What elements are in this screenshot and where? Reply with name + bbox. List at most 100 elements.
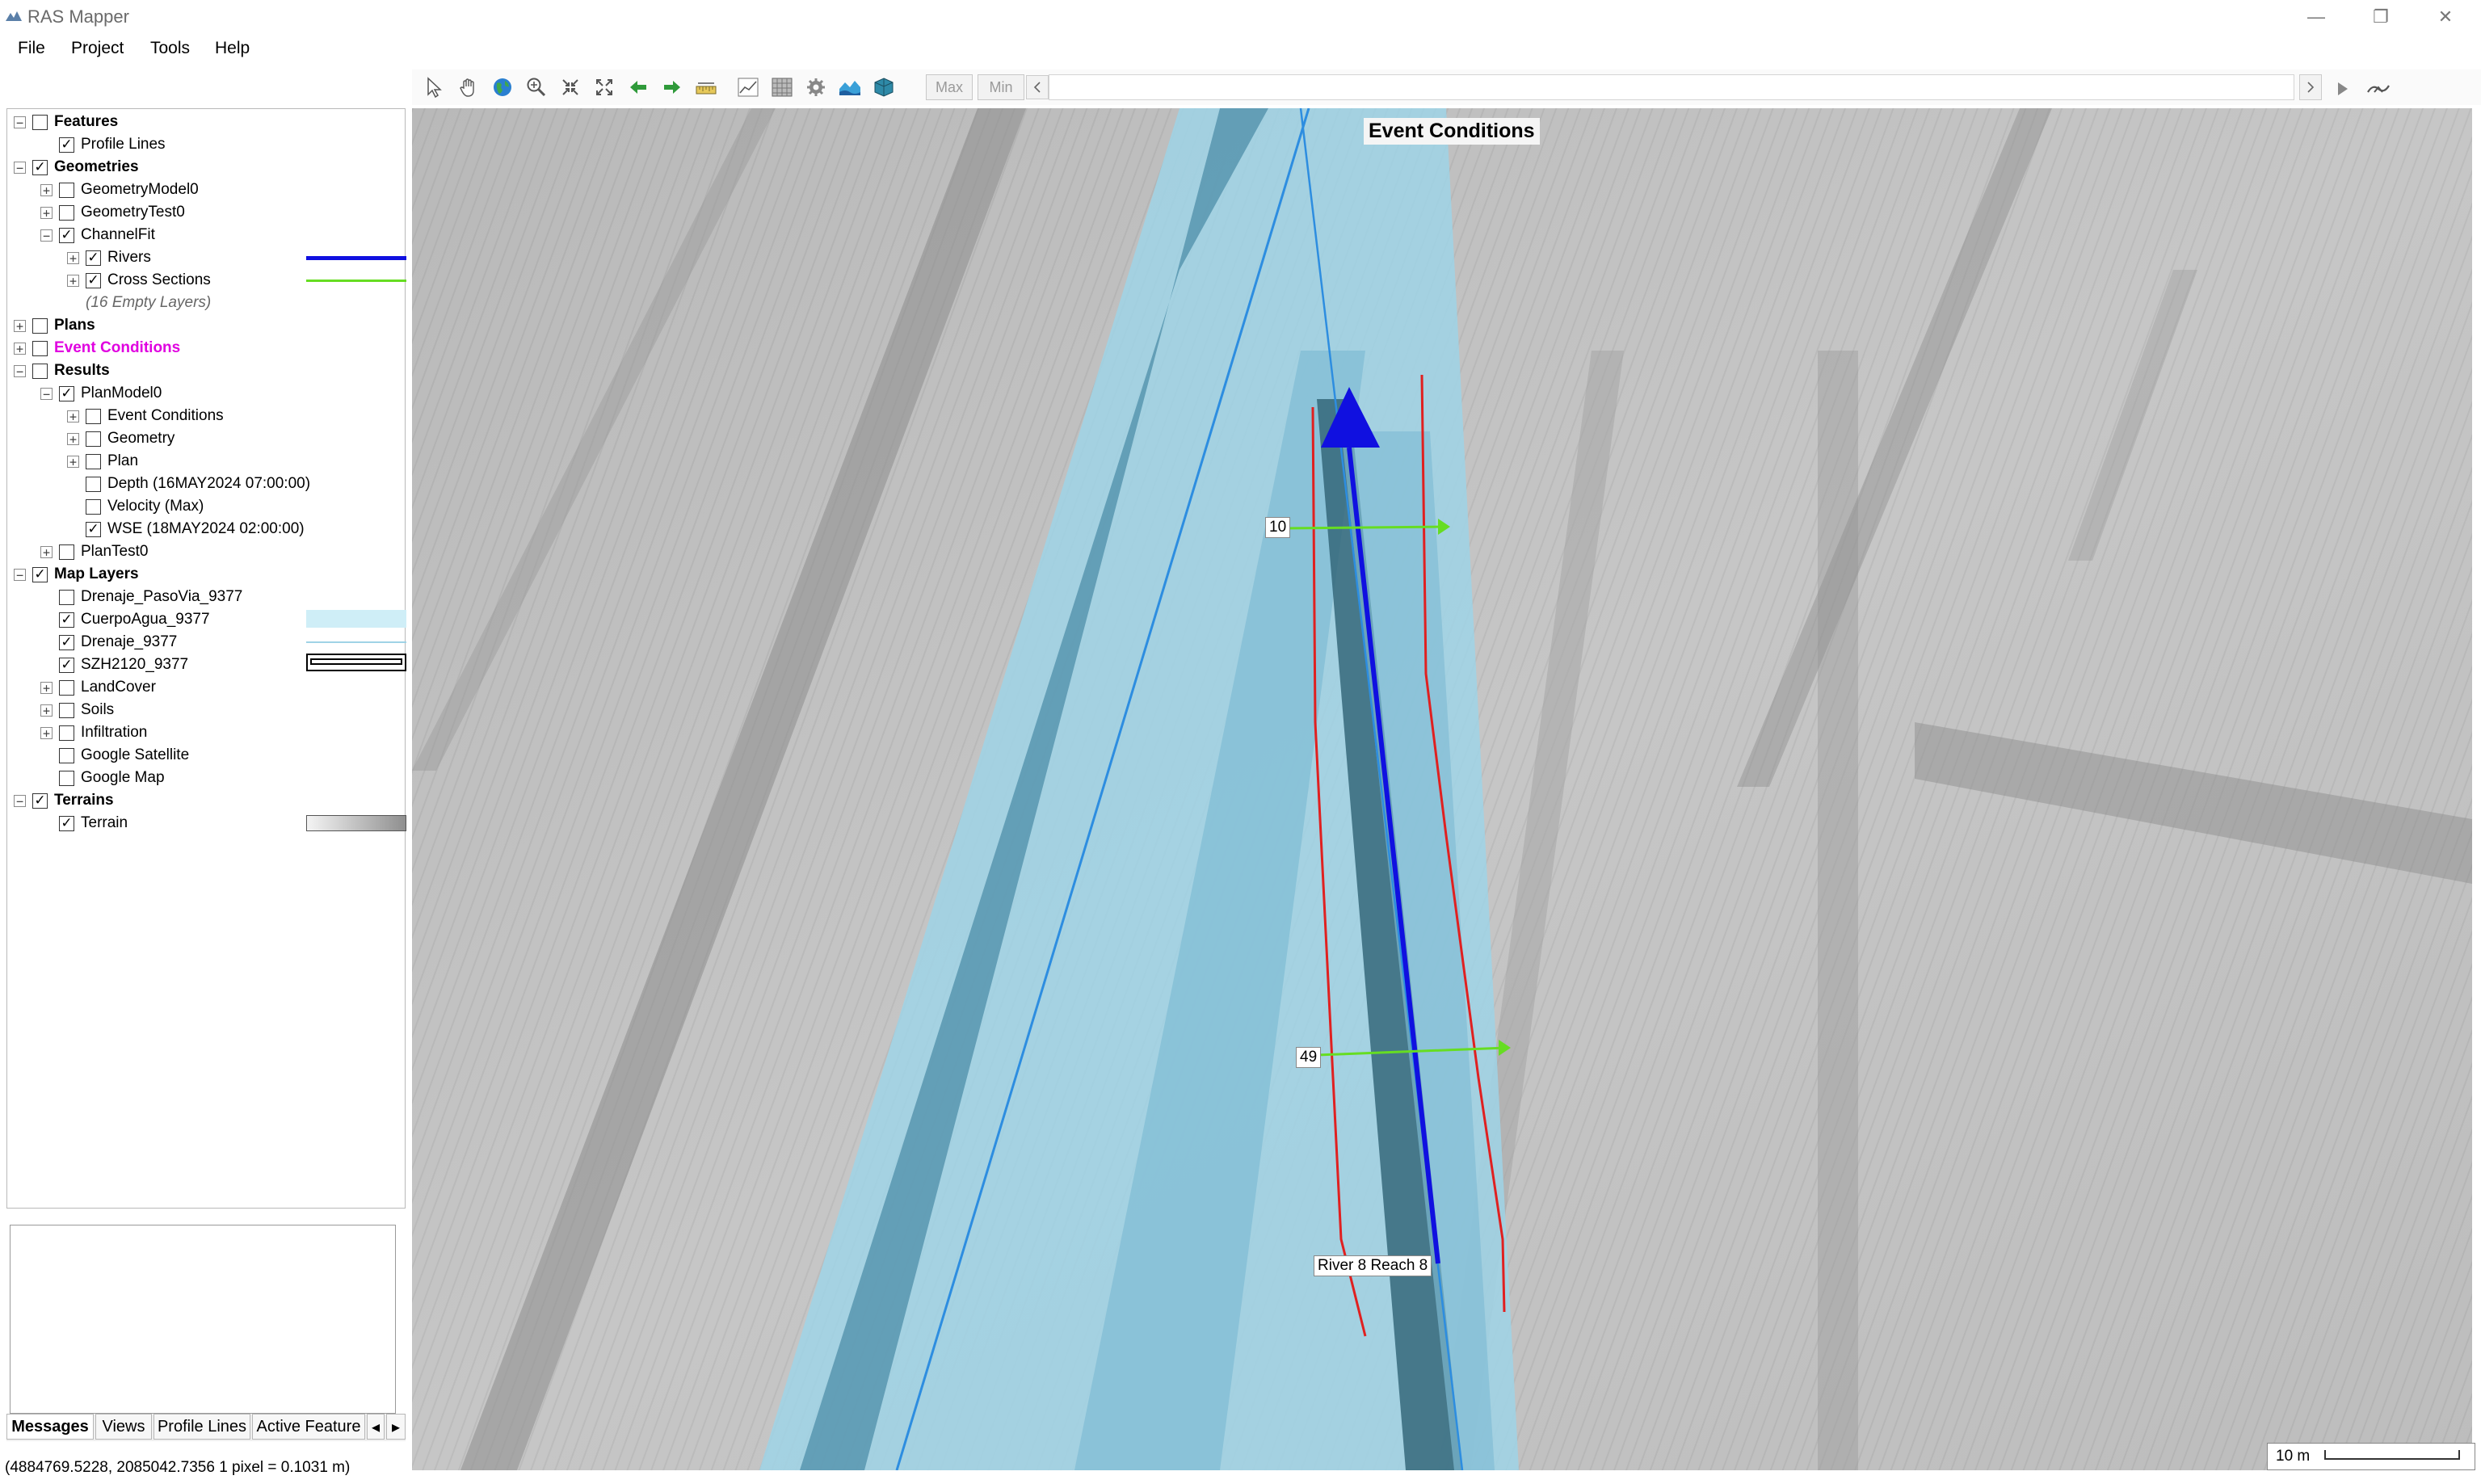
tree-node-soils[interactable]: + Soils [40,699,114,721]
back-arrow-icon[interactable] [625,74,651,100]
tree-node-landcover[interactable]: + LandCover [40,676,156,699]
tree-node-google-map[interactable]: Google Map [40,767,165,789]
tree-node-wse[interactable]: ✓ WSE (18MAY2024 02:00:00) [67,518,305,540]
tab-active-feature[interactable]: Active Feature [252,1414,365,1440]
collapse-icon[interactable]: − [14,161,26,174]
menu-tools[interactable]: Tools [150,39,191,57]
close-button[interactable]: ✕ [2437,6,2454,27]
checkbox-checked[interactable]: ✓ [32,566,48,582]
checkbox[interactable] [59,679,74,696]
checkbox-checked[interactable]: ✓ [86,521,101,537]
checkbox[interactable] [86,453,101,469]
expand-icon[interactable]: + [67,410,79,422]
collapse-icon[interactable]: − [14,116,26,128]
expand-icon[interactable]: + [14,342,26,355]
collapse-icon[interactable]: − [14,568,26,581]
checkbox-checked[interactable]: ✓ [59,385,74,401]
map-view[interactable]: Event Conditions 10 49 River 8 Reach 8 [412,108,2472,1470]
checkbox[interactable] [86,431,101,447]
checkbox-checked[interactable]: ✓ [59,612,74,628]
min-button[interactable]: Min [978,74,1024,100]
checkbox[interactable] [86,476,101,492]
tree-node-geometrymodel0[interactable]: + GeometryModel0 [40,179,199,201]
measure-ruler-icon[interactable] [693,74,719,100]
tree-node-features[interactable]: − Features [14,111,118,133]
collapse-icon[interactable]: − [40,229,53,242]
tree-node-empty-layers[interactable]: (16 Empty Layers) [86,294,212,311]
checkbox[interactable] [32,114,48,130]
checkbox[interactable] [59,725,74,741]
cross-section-10[interactable] [1280,525,1447,530]
tree-node-results[interactable]: − Results [14,359,110,382]
checkbox-checked[interactable]: ✓ [59,634,74,650]
checkbox[interactable] [32,340,48,356]
max-button[interactable]: Max [926,74,973,100]
collapse-icon[interactable]: − [40,387,53,400]
tab-scroll-right-icon[interactable]: ▸ [386,1414,406,1440]
menu-file[interactable]: File [18,39,45,57]
checkbox[interactable] [86,408,101,424]
checkbox[interactable] [59,702,74,718]
tree-node-result-geometry[interactable]: + Geometry [67,427,175,450]
tab-messages[interactable]: Messages [6,1414,94,1440]
tree-node-event-conditions[interactable]: + Event Conditions [14,337,180,359]
expand-icon[interactable]: + [67,274,79,287]
collapse-icon[interactable]: − [14,794,26,807]
timeline-right-arrow-icon[interactable] [2299,74,2322,100]
tree-node-planmodel0[interactable]: − ✓ PlanModel0 [40,382,162,405]
zoom-out-icon[interactable] [557,74,583,100]
checkbox-checked[interactable]: ✓ [59,657,74,673]
tree-node-terrains[interactable]: − ✓ Terrains [14,789,114,812]
tree-node-drenaje-pasovia[interactable]: Drenaje_PasoVia_9377 [40,586,242,608]
checkbox-checked[interactable]: ✓ [59,815,74,831]
checkbox-checked[interactable]: ✓ [86,272,101,288]
raster-grid-icon[interactable] [769,74,795,100]
expand-icon[interactable]: + [67,432,79,445]
tree-node-cross-sections[interactable]: + ✓ Cross Sections [67,269,211,292]
checkbox[interactable] [86,498,101,515]
tree-node-rivers[interactable]: + ✓ Rivers [67,246,151,269]
tree-node-geometries[interactable]: − ✓ Geometries [14,156,139,179]
tree-node-map-layers[interactable]: − ✓ Map Layers [14,563,139,586]
tree-node-drenaje[interactable]: ✓ Drenaje_9377 [40,631,177,654]
checkbox[interactable] [59,747,74,763]
expand-icon[interactable]: + [14,319,26,332]
profile-plot-icon[interactable] [735,74,761,100]
settings-gear-icon[interactable] [803,74,829,100]
zoom-in-icon[interactable] [524,74,549,100]
minimize-button[interactable]: — [2307,6,2325,27]
play-icon[interactable] [2332,78,2354,100]
restore-button[interactable]: ❐ [2373,6,2389,27]
expand-icon[interactable]: + [40,726,53,739]
select-arrow-icon[interactable] [422,74,448,100]
checkbox-checked[interactable]: ✓ [59,137,74,153]
timeline-slider[interactable] [1049,74,2294,100]
full-extent-icon[interactable] [591,74,617,100]
tree-node-cuerpoagua[interactable]: ✓ CuerpoAgua_9377 [40,608,210,631]
map-canvas[interactable] [412,108,2472,1470]
checkbox[interactable] [59,770,74,786]
river-centerline[interactable] [1347,447,1440,1264]
menu-help[interactable]: Help [215,39,250,57]
3d-view-icon[interactable] [871,74,897,100]
expand-icon[interactable]: + [40,206,53,219]
globe-icon[interactable] [490,74,515,100]
expand-icon[interactable]: + [67,455,79,468]
checkbox-checked[interactable]: ✓ [32,792,48,809]
checkbox-checked[interactable]: ✓ [86,250,101,266]
checkbox[interactable] [59,544,74,560]
animation-speed-icon[interactable] [2364,78,2393,100]
expand-icon[interactable]: + [40,183,53,196]
expand-icon[interactable]: + [67,251,79,264]
tree-node-plantest0[interactable]: + PlanTest0 [40,540,148,563]
tree-node-plans[interactable]: + Plans [14,314,95,337]
expand-icon[interactable]: + [40,681,53,694]
forward-arrow-icon[interactable] [659,74,685,100]
collapse-icon[interactable]: − [14,364,26,377]
tree-node-terrain[interactable]: ✓ Terrain [40,812,128,834]
checkbox[interactable] [32,317,48,334]
tree-node-szh2120[interactable]: ✓ SZH2120_9377 [40,654,188,676]
expand-icon[interactable]: + [40,704,53,717]
pan-hand-icon[interactable] [456,74,481,100]
tree-node-result-event-conditions[interactable]: + Event Conditions [67,405,224,427]
